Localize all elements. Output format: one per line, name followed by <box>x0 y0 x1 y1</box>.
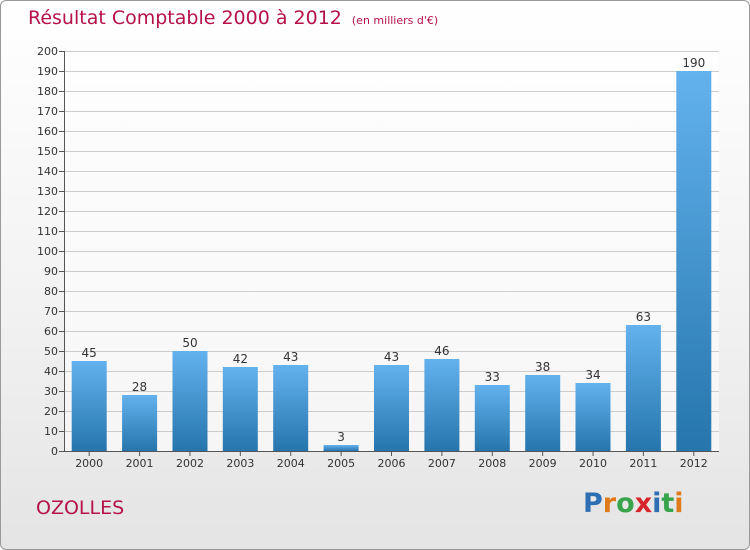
data-label: 190 <box>682 56 705 70</box>
logo-letter: i <box>674 488 684 519</box>
y-tick-label: 0 <box>51 445 58 458</box>
y-tick-label: 20 <box>44 405 58 418</box>
commune-name: OZOLLES <box>36 497 125 519</box>
x-tick-label: 2007 <box>428 457 456 470</box>
y-tick-label: 200 <box>37 45 58 58</box>
proxiti-logo[interactable]: Proxiti <box>583 488 684 519</box>
y-tick-label: 170 <box>37 105 58 118</box>
bar <box>575 383 611 451</box>
data-label: 42 <box>233 352 248 366</box>
chart-title-main: Résultat Comptable 2000 à 2012 <box>28 7 342 29</box>
bar <box>71 361 107 451</box>
chart-title: Résultat Comptable 2000 à 2012 (en millie… <box>28 7 438 29</box>
x-tick-label: 2009 <box>529 457 557 470</box>
data-label: 38 <box>535 360 550 374</box>
bar <box>525 375 561 451</box>
x-tick-label: 2004 <box>277 457 305 470</box>
x-tick-label: 2006 <box>378 457 406 470</box>
y-tick-label: 140 <box>37 165 58 178</box>
x-tick-label: 2010 <box>579 457 607 470</box>
logo-letter: o <box>616 488 635 519</box>
y-tick-label: 150 <box>37 145 58 158</box>
y-tick-label: 10 <box>44 425 58 438</box>
data-label: 43 <box>283 350 298 364</box>
y-tick-label: 110 <box>37 225 58 238</box>
bar <box>273 365 309 451</box>
y-tick-label: 120 <box>37 205 58 218</box>
bar <box>676 71 712 451</box>
y-tick-label: 90 <box>44 265 58 278</box>
logo-letter: t <box>661 488 675 519</box>
x-tick-label: 2008 <box>478 457 506 470</box>
y-tick-label: 160 <box>37 125 58 138</box>
y-tick-label: 130 <box>37 185 58 198</box>
y-tick-label: 70 <box>44 305 58 318</box>
x-tick-label: 2005 <box>327 457 355 470</box>
y-tick-label: 180 <box>37 85 58 98</box>
data-label: 63 <box>636 310 651 324</box>
chart-title-unit: (en milliers d'€) <box>351 14 439 27</box>
y-tick-label: 40 <box>44 365 58 378</box>
data-label: 46 <box>434 344 449 358</box>
bar <box>424 359 460 451</box>
bar <box>474 385 510 451</box>
logo-letter: i <box>652 488 662 519</box>
bar <box>222 367 258 451</box>
data-label: 33 <box>485 370 500 384</box>
x-tick-label: 2000 <box>75 457 103 470</box>
y-tick-label: 50 <box>44 345 58 358</box>
data-label: 28 <box>132 380 147 394</box>
x-tick-label: 2003 <box>226 457 254 470</box>
bar <box>374 365 409 451</box>
y-tick-label: 60 <box>44 325 58 338</box>
x-tick-label: 2011 <box>629 457 657 470</box>
y-tick-label: 30 <box>44 385 58 398</box>
data-label: 50 <box>182 336 197 350</box>
bar <box>323 445 359 451</box>
bar <box>122 395 158 451</box>
bar <box>625 325 661 451</box>
logo-letter: r <box>602 488 617 519</box>
logo-letter: x <box>634 488 653 519</box>
data-label: 3 <box>337 430 345 444</box>
data-label: 45 <box>82 346 97 360</box>
y-tick-label: 190 <box>37 65 58 78</box>
x-tick-label: 2012 <box>680 457 708 470</box>
logo-letter: P <box>583 488 603 519</box>
data-label: 43 <box>384 350 399 364</box>
x-tick-label: 2002 <box>176 457 204 470</box>
y-tick-label: 80 <box>44 285 58 298</box>
y-tick-label: 100 <box>37 245 58 258</box>
bar <box>172 351 208 451</box>
x-tick-label: 2001 <box>126 457 154 470</box>
data-label: 34 <box>585 368 600 382</box>
